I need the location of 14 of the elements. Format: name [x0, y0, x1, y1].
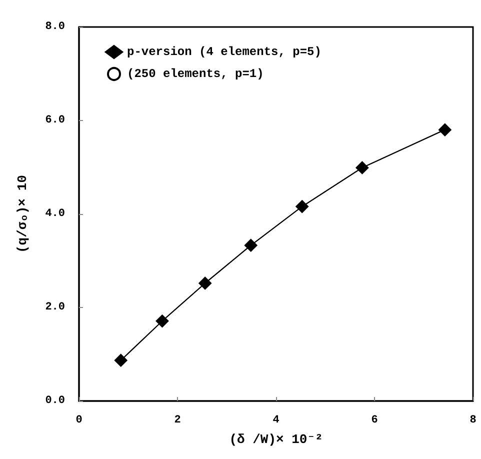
x-axis-title: (δ /W)× 10⁻²	[229, 432, 323, 447]
x-tick-label: 4	[272, 414, 280, 426]
legend-label: p-version (4 elements, p=5)	[127, 45, 322, 59]
legend-label: (250 elements, p=1)	[127, 67, 264, 81]
x-tick-label: 2	[174, 414, 181, 426]
y-tick-label: 4.0	[45, 208, 65, 220]
x-tick-label: 8	[470, 414, 477, 426]
y-tick-label: 6.0	[45, 114, 65, 126]
x-tick-label: 0	[76, 414, 82, 426]
y-tick-label: 0.0	[45, 395, 65, 407]
y-tick-label: 8.0	[45, 21, 65, 33]
y-tick-label: 2.0	[45, 302, 65, 314]
x-tick-label: 6	[371, 414, 378, 426]
y-axis-title: (q/σₒ)× 10	[15, 174, 30, 254]
